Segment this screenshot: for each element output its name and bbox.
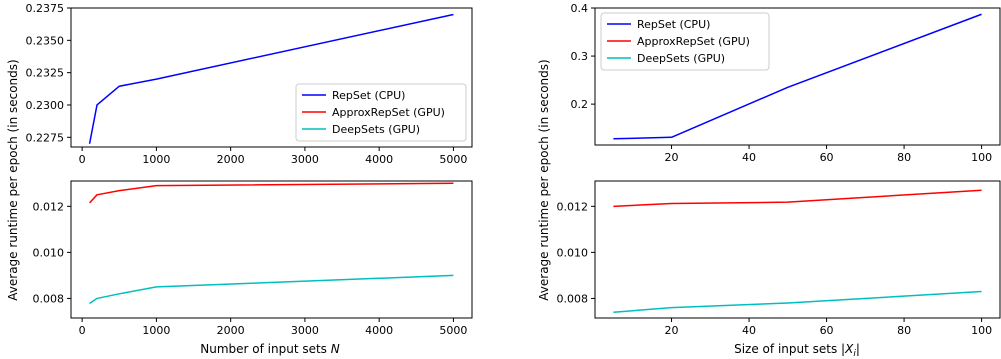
x-tick-label: 1000 (142, 324, 170, 337)
x-tick-label: 3000 (291, 153, 319, 166)
right-x-axis-label-end: | (856, 342, 860, 356)
right-y-axis-label: Average runtime per epoch (in seconds) (537, 59, 551, 300)
y-tick-label: 0.010 (557, 246, 589, 259)
y-tick-label: 0.008 (33, 292, 65, 305)
legend-label: DeepSets (GPU) (332, 123, 420, 136)
x-tick-label: 2000 (217, 153, 245, 166)
x-tick-label: 20 (665, 324, 679, 337)
x-tick-label: 2000 (217, 324, 245, 337)
y-tick-label: 0.012 (33, 200, 65, 213)
x-tick-label: 60 (820, 324, 834, 337)
legend: RepSet (CPU) ApproxRepSet (GPU) DeepSets (… (295, 83, 467, 142)
series-line-approxrepset-gpu (613, 189, 982, 208)
x-tick-label: 80 (897, 324, 911, 337)
y-tick-label: 0.010 (33, 246, 65, 259)
x-tick-label: 0 (79, 153, 86, 166)
y-tick-label: 0.2375 (26, 2, 65, 15)
series-line-approxrepset-gpu (89, 182, 454, 204)
series-line-repset-cpu (88, 13, 454, 144)
x-tick-label: 4000 (365, 324, 393, 337)
left-x-axis-label-var: N (331, 342, 340, 356)
left-x-axis-label-text: Number of input sets (200, 342, 331, 356)
right-top-plot: 20 40 60 80 100 0.2 0.3 0.4 RepSet (CPU) ApproxRe… (571, 2, 1001, 164)
x-tick-label: 80 (897, 151, 911, 164)
y-tick-label: 0.2300 (26, 99, 65, 112)
legend-label: RepSet (CPU) (332, 89, 405, 102)
x-tick-label: 5000 (439, 153, 467, 166)
plot-frame (594, 180, 1001, 319)
y-tick-label: 0.2350 (26, 34, 65, 47)
series-line-repset-cpu (613, 13, 982, 140)
left-y-axis-label: Average runtime per epoch (in seconds) (6, 59, 20, 300)
right-x-axis-label-sub: i (853, 349, 856, 359)
x-tick-label: 100 (971, 324, 992, 337)
right-bottom-plot: 20 40 60 80 100 0.008 0.010 0.012 (557, 180, 1001, 337)
x-tick-label: 0 (79, 324, 86, 337)
x-tick-label: 60 (820, 151, 834, 164)
y-tick-label: 0.008 (557, 292, 589, 305)
x-tick-label: 40 (742, 151, 756, 164)
x-tick-label: 100 (971, 151, 992, 164)
x-tick-label: 3000 (291, 324, 319, 337)
x-tick-label: 1000 (142, 153, 170, 166)
legend-label: DeepSets (GPU) (637, 52, 725, 65)
y-tick-label: 0.2325 (26, 67, 65, 80)
legend: RepSet (CPU) ApproxRepSet (GPU) DeepSets (… (600, 12, 770, 71)
x-tick-label: 5000 (439, 324, 467, 337)
y-tick-label: 0.012 (557, 200, 589, 213)
plot-frame (594, 7, 1001, 146)
series-line-deepsets-gpu (613, 290, 982, 313)
left-bottom-plot: 0 1000 2000 3000 4000 5000 0.008 0.010 0.012 (33, 180, 473, 337)
legend-box (295, 83, 467, 142)
right-x-axis-label-var: X (844, 342, 854, 356)
series-line-deepsets-gpu (89, 274, 454, 305)
y-tick-label: 0.2 (571, 98, 589, 111)
legend-label: ApproxRepSet (GPU) (332, 106, 445, 119)
left-x-axis-label: Number of input sets N (200, 342, 340, 356)
x-tick-label: 4000 (365, 153, 393, 166)
legend-box (600, 12, 770, 71)
plot-frame (70, 180, 473, 319)
right-x-axis-label-text: Size of input sets | (734, 342, 845, 356)
x-tick-label: 20 (665, 151, 679, 164)
left-top-plot: 0 1000 2000 3000 4000 5000 0.2275 0.2300 0.2325 0… (26, 2, 473, 166)
legend-label: ApproxRepSet (GPU) (637, 35, 750, 48)
y-tick-label: 0.3 (571, 50, 589, 63)
right-x-axis-label: Size of input sets |Xi| (734, 342, 860, 359)
legend-label: RepSet (CPU) (637, 18, 710, 31)
y-tick-label: 0.4 (571, 2, 589, 15)
y-tick-label: 0.2275 (26, 131, 65, 144)
plot-frame (70, 7, 473, 148)
x-tick-label: 40 (742, 324, 756, 337)
